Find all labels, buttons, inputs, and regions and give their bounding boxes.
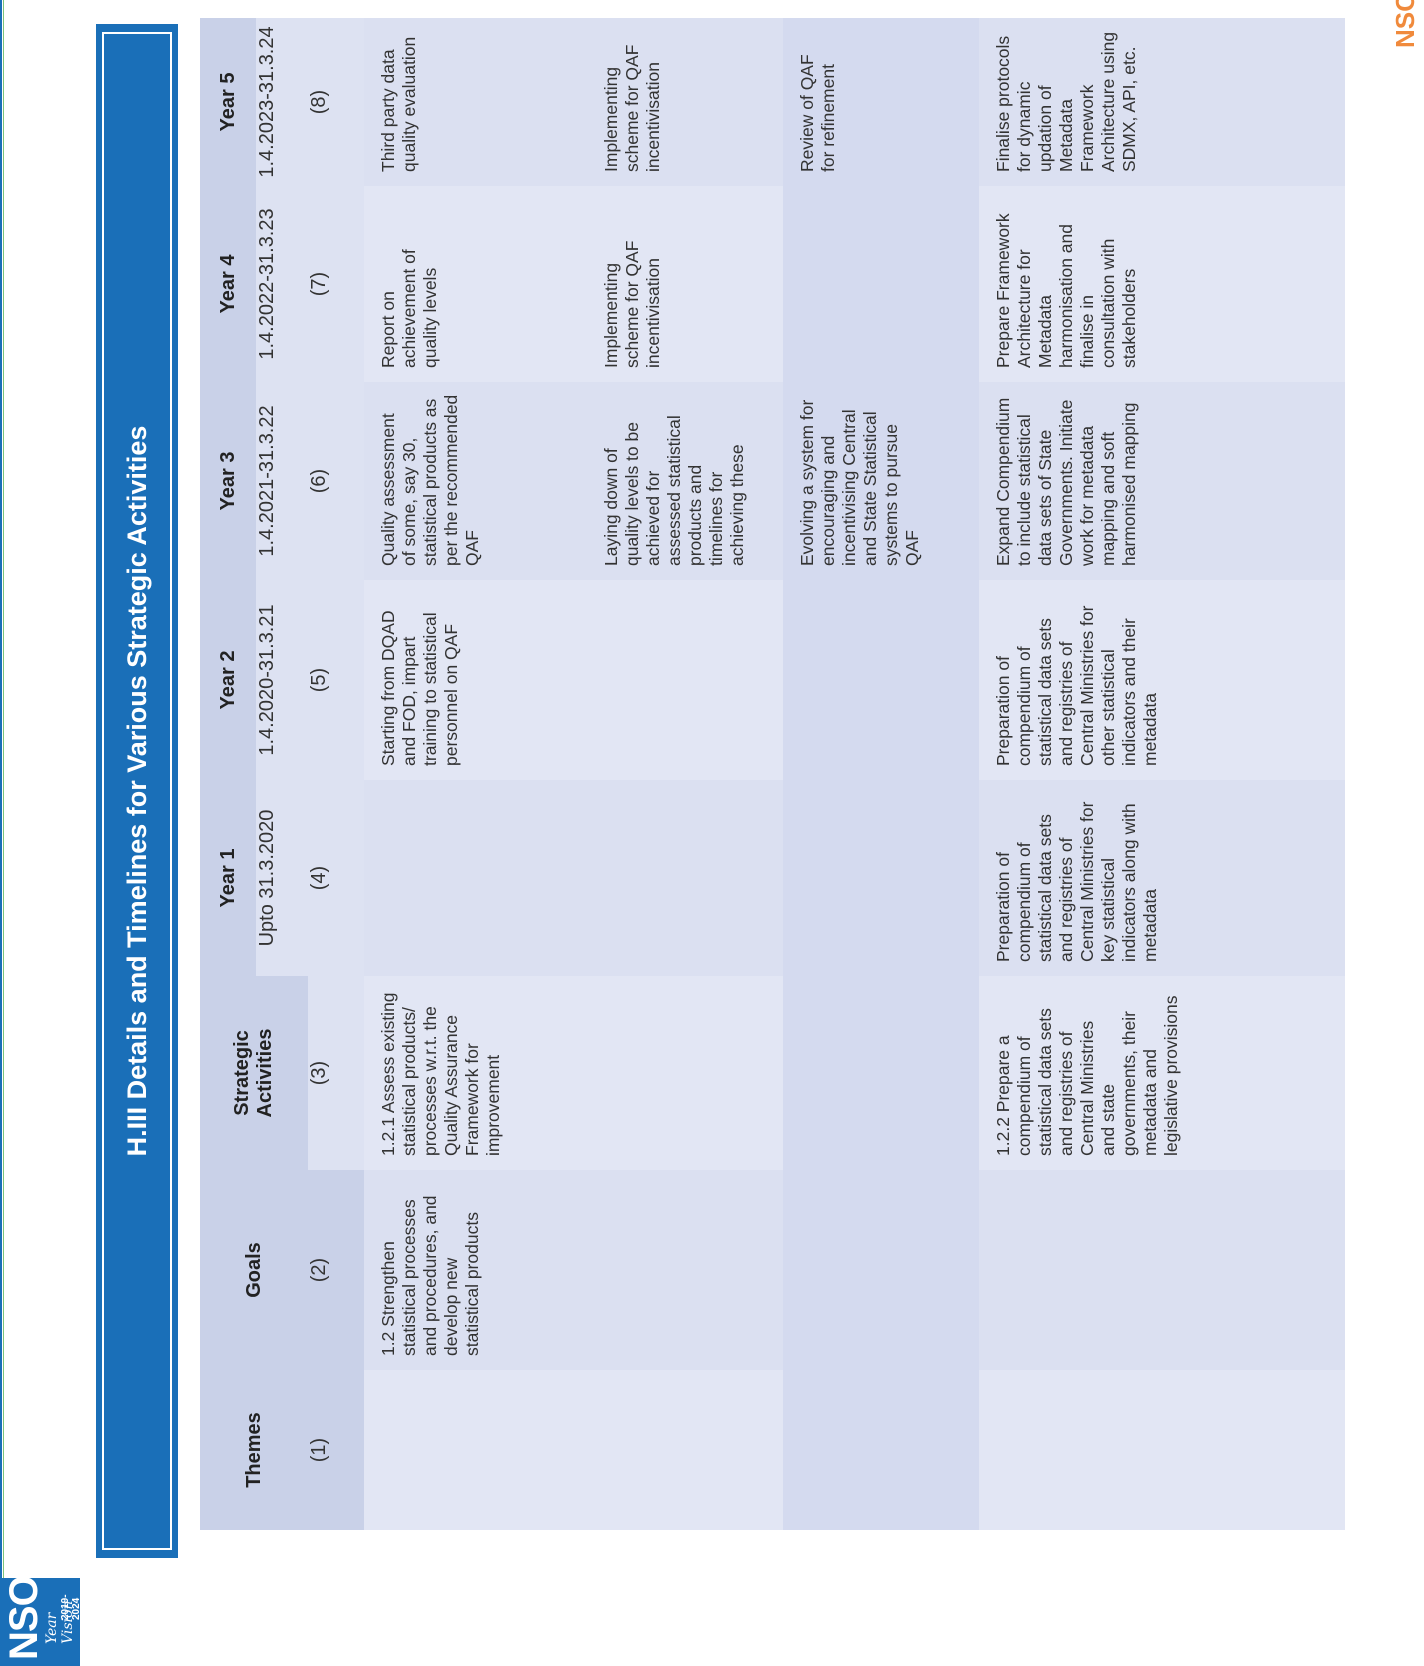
cell-year4: Prepare Framework Architecture for Metad… — [979, 186, 1345, 382]
activities-table: Themes Goals Strategic Activities Year 1… — [200, 18, 1345, 1530]
header-year1: Year 1 — [200, 780, 256, 976]
page-edge-line-green — [3, 0, 4, 1666]
cell-year2 — [587, 580, 783, 780]
cell-activity: 1.2.1 Assess existing statistical produc… — [364, 976, 587, 1170]
cell-goal — [783, 1170, 979, 1370]
header-activities: Strategic Activities — [200, 976, 308, 1170]
cell-theme — [783, 1370, 979, 1530]
cell-year5: Third party data quality evaluation — [364, 18, 587, 186]
cell-year2 — [783, 580, 979, 780]
cell-goal — [587, 1170, 783, 1370]
cell-goal: 1.2 Strengthen statistical processes and… — [364, 1170, 587, 1370]
page-edge-line — [0, 0, 2, 1666]
cell-year2: Preparation of compendium of statistical… — [979, 580, 1345, 780]
cell-year5: Implementing scheme for QAF incentivisat… — [587, 18, 783, 186]
cell-theme — [979, 1370, 1345, 1530]
cell-theme — [587, 1370, 783, 1530]
header-year5: Year 5 — [200, 18, 256, 186]
col-number: (3) — [308, 976, 364, 1170]
logo-years: 2019-2024 — [60, 1594, 82, 1620]
date-year3: 1.4.2021-31.3.22 — [256, 382, 308, 580]
cell-year1: Preparation of compendium of statistical… — [979, 780, 1345, 976]
cell-activity: 1.2.2 Prepare a compendium of statistica… — [979, 976, 1345, 1170]
col-number: (5) — [308, 580, 364, 780]
table-row: 1.2 Strengthen statistical processes and… — [364, 18, 587, 1530]
logo-text: NSO — [2, 1576, 46, 1660]
cell-goal — [979, 1170, 1345, 1370]
table-row: 1.2.2 Prepare a compendium of statistica… — [979, 18, 1345, 1530]
col-number: (7) — [308, 186, 364, 382]
cell-year2: Starting from DQAD and FOD, impart train… — [364, 580, 587, 780]
header-themes: Themes — [200, 1370, 308, 1530]
date-year4: 1.4.2022-31.3.23 — [256, 186, 308, 382]
col-number: (4) — [308, 780, 364, 976]
date-year2: 1.4.2020-31.3.21 — [256, 580, 308, 780]
cell-activity — [587, 976, 783, 1170]
cell-year1 — [587, 780, 783, 976]
cell-year3: Quality assessment of some, say 30, stat… — [364, 382, 587, 580]
cell-activity — [783, 976, 979, 1170]
col-number: (8) — [308, 18, 364, 186]
date-year1: Upto 31.3.2020 — [256, 780, 308, 976]
cell-year1 — [783, 780, 979, 976]
date-year5: 1.4.2023-31.3.24 — [256, 18, 308, 186]
col-number: (2) — [308, 1170, 364, 1370]
col-number: (1) — [308, 1370, 364, 1530]
header-year4: Year 4 — [200, 186, 256, 382]
cell-year3: Expand Compendium to include statistical… — [979, 382, 1345, 580]
table-row: Laying down of quality levels to be achi… — [587, 18, 783, 1530]
title-banner: H.III Details and Timelines for Various … — [96, 24, 178, 1558]
cell-year3: Laying down of quality levels to be achi… — [587, 382, 783, 580]
cell-year5: Review of QAF for refinement — [783, 18, 979, 186]
cell-theme — [364, 1370, 587, 1530]
cell-year1 — [364, 780, 587, 976]
col-number: (6) — [308, 382, 364, 580]
cell-year4: Implementing scheme for QAF incentivisat… — [587, 186, 783, 382]
table-row: Evolving a system for encouraging and in… — [783, 18, 979, 1530]
header-row: Themes Goals Strategic Activities Year 1… — [200, 18, 308, 1530]
cell-year4 — [783, 186, 979, 382]
header-year2: Year 2 — [200, 580, 256, 780]
page-title: H.III Details and Timelines for Various … — [121, 425, 152, 1157]
column-number-row: (1) (2) (3) (4) (5) (6) (7) (8) — [308, 18, 364, 1530]
nso-logo: NSO Year Vision 2019-2024 — [0, 1576, 82, 1666]
cell-year4: Report on achievement of quality levels — [364, 186, 587, 382]
corner-logo: NSO — [1390, 0, 1420, 48]
cell-year5: Finalise protocols for dynamic updation … — [979, 18, 1345, 186]
header-year3: Year 3 — [200, 382, 256, 580]
header-goals: Goals — [200, 1170, 308, 1370]
cell-year3: Evolving a system for encouraging and in… — [783, 382, 979, 580]
